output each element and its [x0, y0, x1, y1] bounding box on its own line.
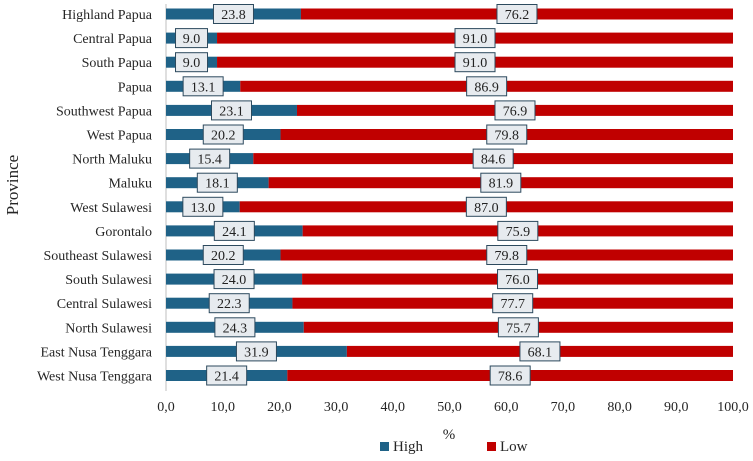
x-tick-label: 100,0 — [717, 400, 749, 415]
x-tick-label: 0,0 — [157, 400, 175, 415]
data-label-box — [492, 293, 534, 314]
data-label: 20.2 — [211, 129, 236, 144]
legend-swatch-low — [487, 442, 496, 451]
x-tick-label: 90,0 — [664, 400, 689, 415]
data-label: 91.0 — [463, 32, 488, 47]
category-label: North Maluku — [72, 153, 152, 168]
data-label-box — [212, 4, 254, 24]
data-label-box — [175, 28, 209, 49]
data-label-box — [175, 52, 209, 73]
data-label: 23.1 — [219, 104, 244, 119]
data-label-box — [196, 172, 238, 193]
x-tick-label: 20,0 — [267, 400, 292, 415]
data-label-box — [454, 28, 496, 49]
category-label: South Papua — [82, 56, 153, 71]
data-label-box — [472, 148, 514, 169]
data-label-box — [235, 341, 277, 362]
data-label-box — [182, 76, 224, 97]
data-label-box — [206, 365, 248, 386]
x-tick-label: 10,0 — [210, 400, 235, 415]
data-label: 91.0 — [463, 56, 488, 71]
data-label-box — [489, 365, 531, 386]
data-label: 24.3 — [223, 321, 248, 336]
category-label: Southeast Sulawesi — [44, 249, 153, 264]
data-label-box — [208, 293, 250, 314]
data-label: 87.0 — [474, 201, 499, 216]
data-label-box — [202, 245, 244, 265]
data-label-box — [466, 76, 508, 97]
data-label: 24.1 — [222, 225, 247, 240]
data-label-box — [189, 148, 231, 169]
data-label: 76.9 — [503, 104, 528, 119]
x-tick-label: 40,0 — [381, 400, 406, 415]
legend-label-high: High — [393, 439, 424, 455]
data-label-box — [210, 100, 252, 121]
data-label: 81.9 — [489, 177, 514, 192]
category-label: East Nusa Tenggara — [40, 345, 152, 360]
data-label: 84.6 — [481, 153, 506, 168]
category-label: Highland Papua — [62, 8, 153, 23]
data-label: 9.0 — [183, 32, 201, 47]
data-label-box — [202, 124, 244, 145]
data-label-box — [486, 245, 528, 265]
data-label: 75.9 — [506, 225, 531, 240]
data-label-box — [497, 269, 539, 290]
data-label: 9.0 — [183, 56, 201, 71]
data-label-box — [465, 196, 507, 217]
category-label: Central Sulawesi — [57, 297, 152, 312]
data-label: 15.4 — [197, 153, 222, 168]
data-label: 79.8 — [495, 129, 520, 144]
data-label: 18.1 — [205, 177, 230, 192]
category-label: West Nusa Tenggara — [37, 370, 153, 385]
data-label-box — [497, 220, 539, 241]
data-label-box — [213, 220, 255, 241]
data-label: 21.4 — [214, 370, 239, 385]
data-label-box — [486, 124, 528, 145]
x-tick-label: 50,0 — [437, 400, 462, 415]
data-label-box — [454, 52, 496, 73]
category-label: Gorontalo — [95, 225, 152, 240]
data-label-box — [494, 100, 536, 121]
data-label: 76.0 — [505, 273, 530, 288]
data-label-box — [214, 317, 256, 338]
category-label: Maluku — [108, 177, 152, 192]
data-label: 75.7 — [506, 321, 531, 336]
category-label: Papua — [118, 80, 153, 95]
category-label: South Sulawesi — [65, 273, 152, 288]
data-label: 23.8 — [221, 8, 246, 23]
data-label: 20.2 — [211, 249, 236, 264]
data-label-box — [182, 196, 224, 217]
category-label: Central Papua — [73, 32, 153, 47]
x-tick-label: 30,0 — [324, 400, 349, 415]
data-label: 79.8 — [495, 249, 520, 264]
data-label: 22.3 — [217, 297, 242, 312]
y-axis-title: Province — [3, 155, 22, 215]
x-tick-label: 80,0 — [607, 400, 632, 415]
data-label: 13.1 — [191, 80, 216, 95]
data-label-box — [519, 341, 561, 362]
data-label: 78.6 — [498, 370, 523, 385]
legend-swatch-high — [380, 442, 389, 451]
category-label: Southwest Papua — [56, 104, 153, 119]
x-tick-label: 60,0 — [494, 400, 519, 415]
data-label-box — [213, 269, 255, 290]
category-label: North Sulawesi — [65, 321, 152, 336]
data-label: 76.2 — [505, 8, 530, 23]
data-label: 77.7 — [500, 297, 525, 312]
x-tick-label: 70,0 — [551, 400, 576, 415]
legend-label-low: Low — [500, 439, 528, 455]
category-label: West Papua — [87, 129, 153, 144]
x-axis-title: % — [443, 427, 456, 443]
data-label-box — [496, 4, 538, 24]
data-label: 24.0 — [222, 273, 247, 288]
data-label: 31.9 — [244, 345, 269, 360]
data-label-box — [497, 317, 539, 338]
data-label: 13.0 — [191, 201, 216, 216]
data-label-box — [480, 172, 522, 193]
data-label: 86.9 — [474, 80, 499, 95]
category-label: West Sulawesi — [70, 201, 152, 216]
data-label: 68.1 — [528, 345, 553, 360]
